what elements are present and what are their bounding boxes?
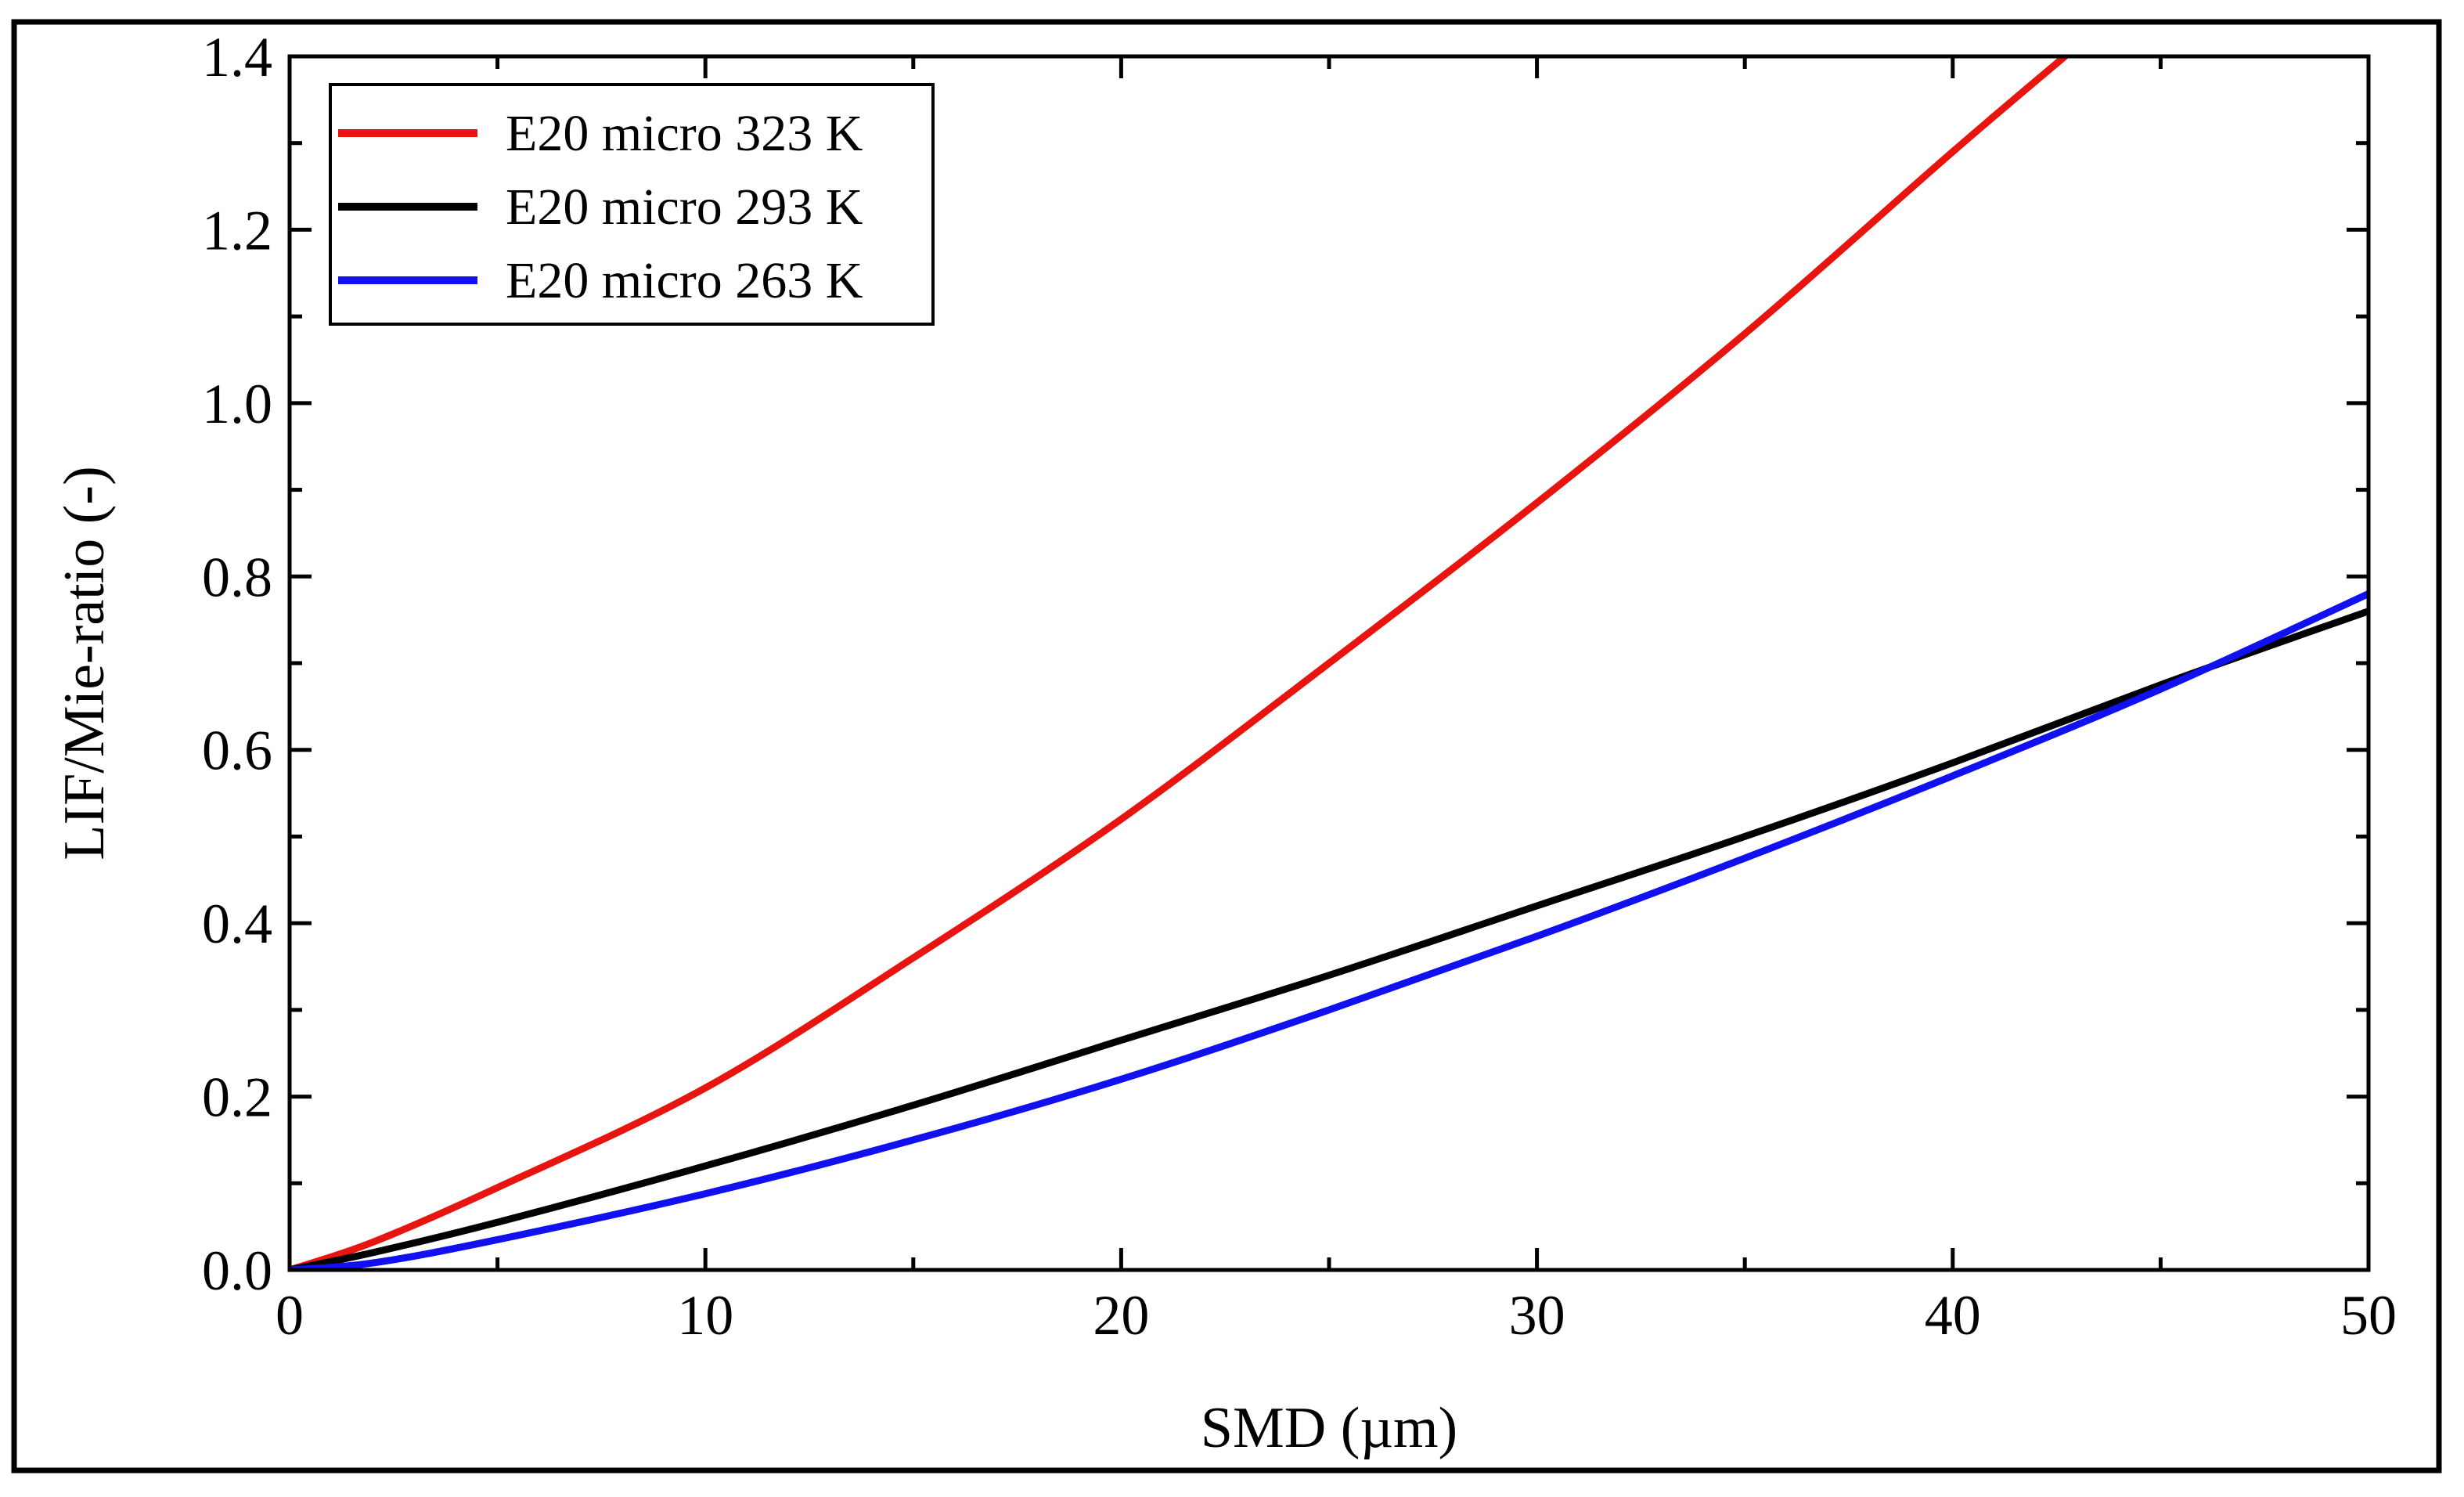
y-tick-label: 0.4 [202, 893, 272, 955]
legend-label-323k: E20 micro 323 K [506, 105, 863, 162]
x-tick-label: 20 [1093, 1284, 1149, 1347]
legend-label-293k: E20 micro 293 K [506, 179, 863, 236]
y-tick-label: 0.0 [202, 1239, 272, 1302]
plot-area-border [287, 54, 2371, 1272]
y-tick-label: 1.0 [202, 373, 272, 435]
x-tick-label: 10 [677, 1284, 733, 1347]
y-axis-title: LIF/Mie-ratio (-) [52, 466, 117, 860]
y-tick-label: 0.8 [202, 546, 272, 608]
series-lines [290, 56, 2369, 1270]
tick-labels: 0 10 20 30 40 50 0.0 0.2 0.4 0.6 0.8 1.0 1.2 1.4 [202, 26, 2397, 1347]
x-axis-title: SMD (µm) [1201, 1396, 1457, 1460]
x-tick-label: 50 [2340, 1284, 2397, 1347]
y-tick-label: 0.6 [202, 720, 272, 782]
x-tick-label: 0 [276, 1284, 304, 1347]
y-tick-label: 0.2 [202, 1066, 272, 1129]
series-line-e20-micro-263-k [290, 590, 2369, 1270]
legend: E20 micro 323 K E20 micro 293 K E20 micr… [329, 83, 935, 326]
y-tick-label: 1.2 [202, 199, 272, 262]
series-line-e20-micro-323-k [290, 56, 2069, 1270]
x-tick-label: 40 [1925, 1284, 1981, 1347]
y-tick-label: 1.4 [202, 26, 272, 88]
legend-label-263k: E20 micro 263 K [506, 252, 863, 309]
series-line-e20-micro-293-k [290, 608, 2369, 1270]
x-tick-label: 30 [1509, 1284, 1565, 1347]
